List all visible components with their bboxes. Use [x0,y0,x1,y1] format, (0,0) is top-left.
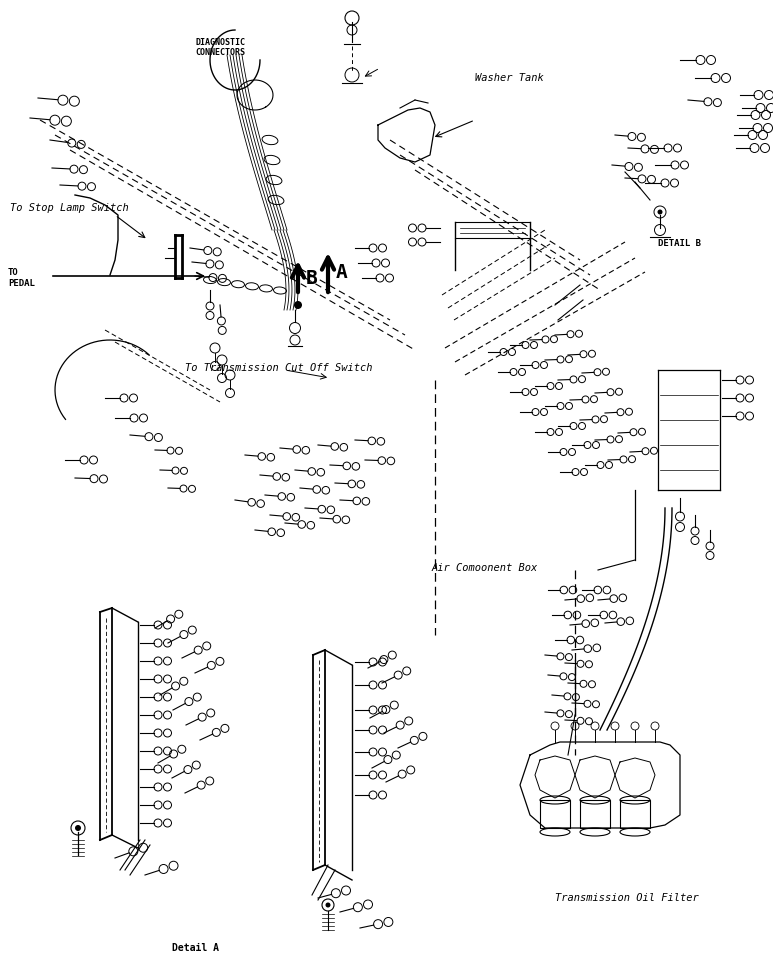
Polygon shape [378,108,435,162]
Text: Detail A: Detail A [172,943,219,953]
Circle shape [294,301,302,309]
Text: DETAIL B: DETAIL B [659,238,702,247]
Text: Transmission Oil Filter: Transmission Oil Filter [555,893,699,903]
Text: Washer Tank: Washer Tank [475,73,543,83]
Polygon shape [520,742,680,828]
Bar [620,800,650,828]
Text: To Stop Lamp Switch: To Stop Lamp Switch [10,203,129,213]
Text: A: A [336,262,348,282]
Text: Air Comoonent Box: Air Comoonent Box [432,563,538,573]
Text: DIAGNOSTIC
CONNECTORS: DIAGNOSTIC CONNECTORS [195,38,245,57]
Circle shape [75,825,81,831]
Text: B: B [306,268,318,288]
Circle shape [658,209,662,214]
Text: TO
PEDAL: TO PEDAL [8,268,35,288]
Circle shape [325,902,331,907]
Bar [540,800,570,828]
Bar [580,800,610,828]
Text: To Transmission Cut Off Switch: To Transmission Cut Off Switch [185,363,373,373]
